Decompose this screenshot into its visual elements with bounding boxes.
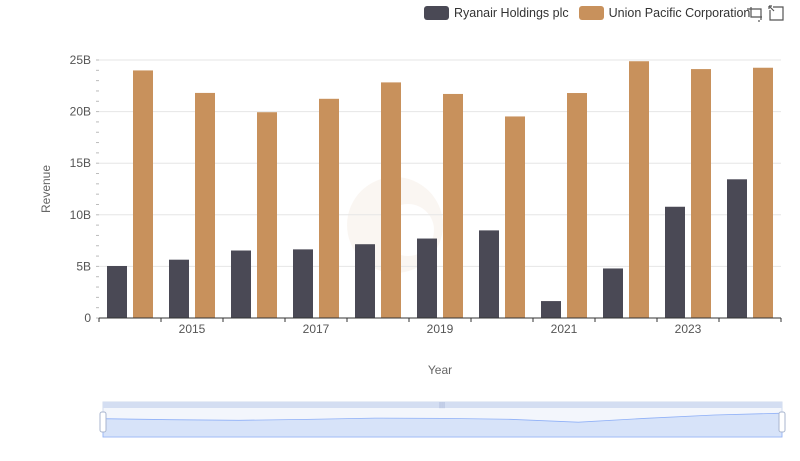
bar-union-pacific-2021[interactable] [567, 93, 587, 318]
bar-union-pacific-2020[interactable] [505, 116, 525, 318]
chart-toolbox [746, 4, 788, 22]
legend-item-ryanair[interactable]: Ryanair Holdings plc [424, 6, 569, 20]
bar-ryanair-2016[interactable] [231, 250, 251, 318]
bar-ryanair-2018[interactable] [355, 244, 375, 318]
bar-ryanair-2021[interactable] [541, 301, 561, 318]
y-tick-label: 5B [76, 259, 91, 273]
bar-union-pacific-2022[interactable] [629, 61, 649, 318]
bars [107, 61, 773, 319]
zoom-slider-preview [102, 412, 783, 438]
y-tick-label: 25B [70, 53, 91, 67]
bar-ryanair-2023[interactable] [665, 206, 685, 318]
y-axis-labels: 0 5B 10B 15B 20B 25B [70, 53, 92, 325]
zoom-icon[interactable] [746, 4, 764, 22]
y-tick-label: 0 [84, 311, 91, 325]
legend-label-union-pacific: Union Pacific Corporation [608, 6, 751, 20]
x-axis-labels: 2015 2017 2019 2021 2023 [179, 322, 702, 336]
chart-legend: Ryanair Holdings plc Union Pacific Corpo… [424, 3, 760, 23]
y-tick-label: 20B [70, 105, 91, 119]
y-axis-title: Revenue [39, 165, 53, 213]
bar-ryanair-2019[interactable] [417, 238, 437, 318]
bar-union-pacific-2016[interactable] [257, 112, 277, 318]
bar-ryanair-2015[interactable] [169, 259, 189, 318]
bar-ryanair-2017[interactable] [293, 249, 313, 318]
zoom-slider-grip-icon[interactable]: ||| [439, 402, 445, 409]
bar-union-pacific-2017[interactable] [319, 98, 339, 319]
bar-union-pacific-2024[interactable] [753, 67, 773, 319]
x-tick-label: 2017 [303, 322, 330, 336]
bar-ryanair-2022[interactable] [603, 268, 623, 318]
bar-union-pacific-2018[interactable] [381, 82, 401, 318]
bar-ryanair-2020[interactable] [479, 230, 499, 318]
legend-swatch-union-pacific [578, 6, 604, 20]
x-tick-label: 2019 [427, 322, 454, 336]
zoom-slider-right-handle[interactable] [778, 411, 786, 433]
x-tick-label: 2023 [675, 322, 702, 336]
bar-union-pacific-2023[interactable] [691, 69, 711, 318]
bar-ryanair-2024[interactable] [727, 179, 747, 318]
x-tick-label: 2015 [179, 322, 206, 336]
x-axis-title: Year [428, 363, 452, 377]
y-minor-ticks [96, 59, 99, 319]
zoom-slider[interactable]: ||| [99, 401, 786, 438]
x-tick-label: 2021 [551, 322, 578, 336]
restore-icon[interactable] [767, 4, 785, 22]
x-axis-ticks [98, 318, 782, 322]
bar-union-pacific-2019[interactable] [443, 93, 463, 319]
legend-swatch-ryanair [424, 6, 449, 20]
bar-union-pacific-2015[interactable] [195, 92, 215, 318]
legend-label-ryanair: Ryanair Holdings plc [454, 6, 569, 20]
bar-ryanair-2014[interactable] [107, 265, 127, 318]
legend-item-union-pacific[interactable]: Union Pacific Corporation [578, 6, 751, 20]
zoom-slider-left-handle[interactable] [99, 411, 107, 433]
y-tick-label: 15B [70, 156, 91, 170]
bar-union-pacific-2014[interactable] [133, 70, 153, 318]
y-tick-label: 10B [70, 208, 91, 222]
zoom-slider-drag-bar[interactable] [103, 402, 782, 408]
